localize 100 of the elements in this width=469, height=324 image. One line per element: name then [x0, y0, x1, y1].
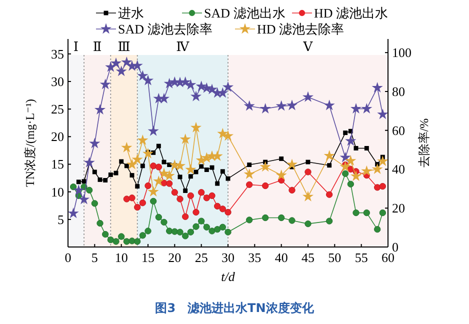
- legend-label: 进水: [118, 6, 144, 20]
- point: [246, 181, 253, 188]
- point: [214, 226, 221, 233]
- y-tick-label: 20: [51, 129, 64, 144]
- y2-tick-label: 100: [392, 45, 412, 60]
- point: [306, 160, 310, 164]
- point: [118, 233, 125, 240]
- point: [374, 226, 381, 233]
- point: [151, 150, 156, 155]
- point: [89, 138, 100, 148]
- point: [246, 216, 253, 224]
- point: [210, 165, 214, 170]
- point: [171, 189, 178, 196]
- point: [194, 170, 198, 174]
- point: [119, 159, 124, 164]
- y2-axis-title: 去除率/%: [417, 118, 431, 168]
- point: [130, 173, 134, 178]
- point: [219, 224, 226, 230]
- point: [302, 190, 314, 202]
- point: [176, 228, 184, 236]
- y-tick-label: 15: [51, 156, 64, 172]
- point: [187, 192, 194, 200]
- point: [379, 182, 386, 190]
- point: [150, 198, 157, 205]
- point: [288, 217, 296, 224]
- x-tick-label: 60: [382, 250, 394, 265]
- point: [139, 200, 146, 206]
- point: [86, 186, 93, 194]
- point: [176, 196, 184, 202]
- point: [190, 122, 202, 132]
- y-tick-label: 30: [51, 74, 64, 89]
- point: [192, 223, 200, 230]
- point: [134, 204, 141, 211]
- point: [121, 142, 132, 152]
- point: [192, 208, 200, 216]
- point: [326, 218, 333, 224]
- x-tick-label: 5: [91, 250, 98, 265]
- point: [379, 209, 386, 216]
- point: [199, 164, 204, 169]
- point: [70, 184, 77, 190]
- point: [286, 158, 298, 170]
- point: [262, 182, 269, 190]
- point: [102, 230, 109, 238]
- point: [183, 188, 188, 193]
- point: [260, 161, 271, 172]
- point: [142, 74, 154, 86]
- point: [142, 148, 154, 158]
- point: [182, 232, 189, 240]
- x-tick-label: 50: [328, 250, 342, 265]
- point: [166, 180, 173, 187]
- point: [185, 164, 196, 174]
- point: [350, 102, 362, 114]
- point: [244, 100, 255, 111]
- point: [350, 170, 362, 181]
- point: [155, 214, 162, 221]
- point: [352, 209, 360, 216]
- point: [144, 182, 152, 190]
- point: [160, 218, 168, 226]
- legend-label: HD 滤池去除率: [257, 22, 344, 36]
- point: [187, 228, 194, 236]
- legend-label: HD 滤池出水: [314, 6, 388, 20]
- point: [108, 172, 113, 177]
- point: [361, 165, 372, 176]
- point: [262, 214, 269, 222]
- point: [363, 209, 370, 216]
- point: [94, 104, 106, 114]
- point: [347, 180, 354, 188]
- point: [182, 213, 189, 220]
- point: [304, 220, 312, 228]
- point: [132, 60, 143, 70]
- y-tick-label: 25: [51, 102, 64, 117]
- point: [208, 228, 216, 234]
- point: [276, 100, 287, 111]
- y-tick-label: 10: [51, 184, 64, 200]
- point: [98, 177, 102, 182]
- point: [162, 160, 166, 164]
- point: [196, 80, 207, 92]
- point: [212, 150, 223, 161]
- point: [76, 180, 81, 184]
- point: [302, 91, 314, 102]
- point: [148, 125, 159, 136]
- point: [114, 170, 118, 176]
- point: [198, 218, 205, 224]
- point: [324, 100, 335, 110]
- text: 图3 滤池进出水TN浓度变化: [155, 301, 315, 315]
- point: [340, 161, 351, 172]
- point: [247, 162, 252, 168]
- point: [153, 175, 164, 186]
- point: [260, 102, 271, 114]
- point: [144, 228, 152, 234]
- point: [140, 164, 145, 168]
- x-tick-label: 55: [354, 250, 368, 265]
- point: [204, 168, 209, 172]
- point: [73, 184, 84, 195]
- point: [82, 179, 86, 184]
- point: [215, 181, 220, 186]
- y-tick-label: 5: [58, 212, 64, 227]
- point: [372, 163, 383, 174]
- point: [377, 155, 388, 166]
- point: [167, 162, 172, 168]
